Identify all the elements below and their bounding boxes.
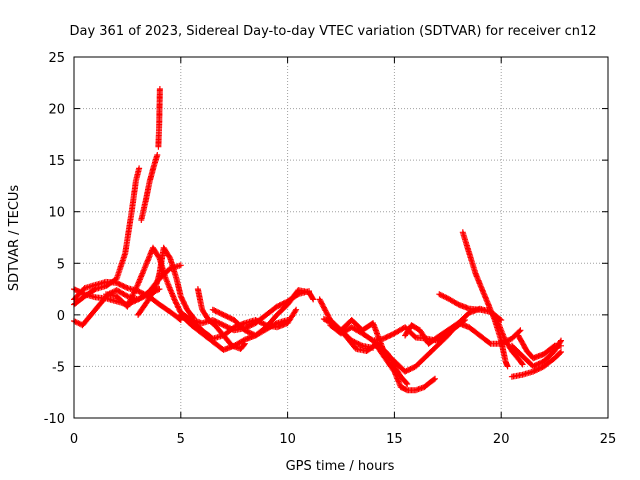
series-markers bbox=[508, 349, 564, 380]
series-track-21 bbox=[508, 337, 564, 370]
series-track-6b bbox=[155, 86, 163, 150]
x-tick-label: 10 bbox=[279, 432, 296, 447]
x-tick-label: 25 bbox=[600, 432, 617, 447]
series-track-7 bbox=[135, 244, 197, 321]
y-tick-label: 25 bbox=[48, 51, 65, 66]
x-axis-label: GPS time / hours bbox=[286, 459, 395, 474]
series-track-1 bbox=[71, 165, 143, 308]
series-track-11 bbox=[177, 311, 291, 353]
series-track-5 bbox=[103, 244, 195, 323]
data-layer bbox=[71, 86, 564, 394]
series-markers bbox=[138, 152, 161, 223]
series-markers bbox=[508, 337, 564, 370]
ticks: 0 5 10 15 20 25 -10 -5 0 5 10 15 20 25 bbox=[44, 51, 617, 447]
chart-title: Day 361 of 2023, Sidereal Day-to-day VTE… bbox=[69, 24, 596, 39]
series-track-20 bbox=[459, 229, 511, 370]
series-markers bbox=[177, 311, 291, 353]
series-markers bbox=[135, 244, 197, 321]
series-markers bbox=[370, 337, 438, 394]
x-tick-label: 0 bbox=[70, 432, 78, 447]
series-track-12 bbox=[186, 288, 312, 334]
series-markers bbox=[459, 229, 511, 370]
y-tick-label: 15 bbox=[48, 154, 65, 169]
series-track-23 bbox=[515, 332, 564, 362]
y-tick-label: 5 bbox=[57, 257, 65, 272]
series-track-17 bbox=[338, 305, 505, 375]
series-track-22 bbox=[508, 349, 564, 380]
grid bbox=[74, 57, 608, 418]
x-tick-label: 15 bbox=[386, 432, 403, 447]
x-tick-label: 5 bbox=[177, 432, 185, 447]
series-markers bbox=[155, 86, 163, 150]
series-markers bbox=[338, 305, 505, 375]
series-track-6 bbox=[138, 152, 161, 223]
y-tick-label: 20 bbox=[48, 103, 65, 118]
series-track-16 bbox=[370, 337, 438, 394]
series-markers bbox=[71, 165, 143, 308]
y-tick-label: -10 bbox=[44, 412, 65, 427]
y-tick-label: 0 bbox=[57, 309, 65, 324]
plot-frame bbox=[73, 56, 609, 419]
x-tick-label: 20 bbox=[493, 432, 510, 447]
y-tick-label: 10 bbox=[48, 206, 65, 221]
y-axis-label: SDTVAR / TECUs bbox=[7, 185, 22, 292]
series-markers bbox=[515, 332, 564, 362]
y-tick-label: -5 bbox=[52, 360, 65, 375]
series-markers bbox=[186, 288, 312, 334]
series-markers bbox=[103, 244, 195, 323]
